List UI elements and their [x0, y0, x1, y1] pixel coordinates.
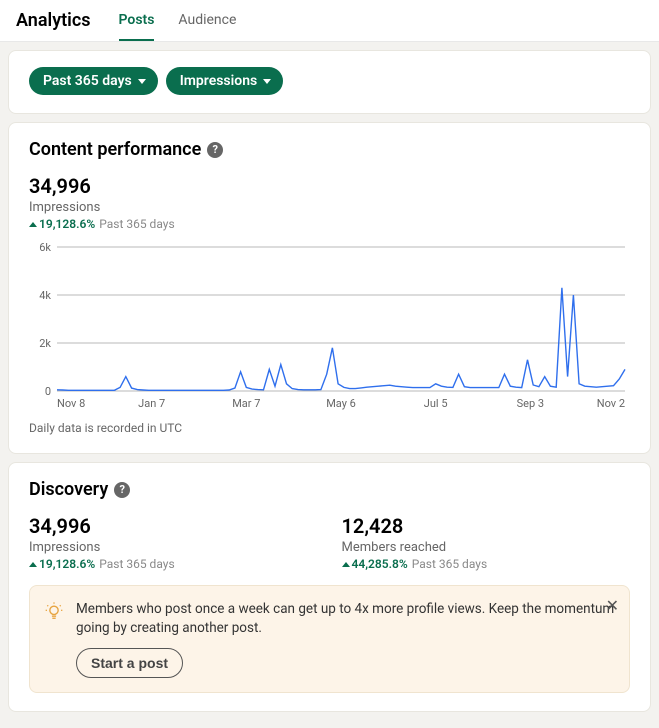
trend-up-icon: [29, 222, 37, 227]
discovery-members-change-pct: 44,285.8%: [352, 557, 408, 571]
banner-text: Members who post once a week can get up …: [76, 600, 615, 638]
content-area: Past 365 days Impressions Content perfor…: [0, 42, 659, 728]
help-icon[interactable]: ?: [207, 142, 223, 158]
impressions-change-period: Past 365 days: [99, 217, 174, 231]
trend-up-icon: [29, 562, 37, 567]
impressions-change: 19,128.6% Past 365 days: [29, 217, 630, 231]
svg-text:Jul 5: Jul 5: [424, 397, 448, 410]
banner-body: Members who post once a week can get up …: [76, 600, 615, 678]
page-header: Analytics Posts Audience: [0, 0, 659, 42]
impressions-metric: 34,996 Impressions 19,128.6% Past 365 da…: [29, 174, 630, 231]
filter-pill-row: Past 365 days Impressions: [29, 67, 630, 95]
metric-filter-label: Impressions: [180, 73, 257, 89]
content-performance-card: Content performance ? 34,996 Impressions…: [8, 122, 651, 454]
discovery-impressions-label: Impressions: [29, 540, 318, 555]
lightbulb-icon: [44, 602, 64, 678]
tab-label: Audience: [178, 12, 236, 28]
discovery-impressions-change-period: Past 365 days: [99, 557, 174, 571]
discovery-metrics-row: 34,996 Impressions 19,128.6% Past 365 da…: [29, 514, 630, 571]
tabs: Posts Audience: [119, 0, 237, 41]
discovery-impressions-value: 34,996: [29, 514, 318, 538]
svg-text:6k: 6k: [39, 241, 51, 254]
tab-posts[interactable]: Posts: [119, 0, 155, 41]
discovery-impressions-change-pct: 19,128.6%: [39, 557, 95, 571]
discovery-title: Discovery: [29, 479, 108, 500]
discovery-members-change-period: Past 365 days: [412, 557, 487, 571]
close-icon[interactable]: ✕: [606, 596, 619, 615]
page-title: Analytics: [16, 10, 91, 31]
svg-text:Jan 7: Jan 7: [138, 397, 165, 410]
filters-card: Past 365 days Impressions: [8, 50, 651, 114]
section-title-row: Discovery ?: [29, 479, 630, 500]
discovery-members-metric: 12,428 Members reached 44,285.8% Past 36…: [342, 514, 631, 571]
metric-filter[interactable]: Impressions: [166, 67, 283, 95]
tab-audience[interactable]: Audience: [178, 0, 236, 41]
help-icon[interactable]: ?: [114, 482, 130, 498]
svg-text:0: 0: [45, 385, 51, 398]
section-title-row: Content performance ?: [29, 139, 630, 160]
discovery-members-label: Members reached: [342, 540, 631, 555]
svg-text:Nov 2: Nov 2: [597, 397, 625, 410]
svg-text:2k: 2k: [39, 337, 51, 350]
discovery-impressions-metric: 34,996 Impressions 19,128.6% Past 365 da…: [29, 514, 318, 571]
date-range-label: Past 365 days: [43, 73, 132, 89]
line-chart-svg: 0 2k 4k 6k Nov 8 Jan 7 Mar 7 May 6 Jul 5 Sep 3 Nov…: [29, 241, 629, 411]
start-post-button[interactable]: Start a post: [76, 648, 183, 678]
discovery-members-change: 44,285.8% Past 365 days: [342, 557, 631, 571]
impressions-label: Impressions: [29, 200, 630, 215]
svg-text:4k: 4k: [39, 289, 51, 302]
content-performance-title: Content performance: [29, 139, 201, 160]
start-post-label: Start a post: [91, 655, 168, 671]
discovery-card: Discovery ? 34,996 Impressions 19,128.6%…: [8, 462, 651, 712]
svg-text:Nov 8: Nov 8: [57, 397, 85, 410]
svg-text:May 6: May 6: [326, 397, 356, 410]
impressions-value: 34,996: [29, 174, 630, 198]
chart-note: Daily data is recorded in UTC: [29, 421, 630, 435]
date-range-filter[interactable]: Past 365 days: [29, 67, 158, 95]
impressions-chart: 0 2k 4k 6k Nov 8 Jan 7 Mar 7 May 6 Jul 5 Sep 3 Nov…: [29, 241, 630, 411]
chevron-down-icon: [263, 79, 271, 84]
trend-up-icon: [342, 562, 350, 567]
tip-banner: Members who post once a week can get up …: [29, 585, 630, 693]
impressions-change-pct: 19,128.6%: [39, 217, 95, 231]
chevron-down-icon: [138, 79, 146, 84]
svg-text:Sep 3: Sep 3: [517, 397, 544, 410]
tab-label: Posts: [119, 12, 155, 28]
svg-text:Mar 7: Mar 7: [232, 397, 260, 410]
discovery-impressions-change: 19,128.6% Past 365 days: [29, 557, 318, 571]
discovery-members-value: 12,428: [342, 514, 631, 538]
